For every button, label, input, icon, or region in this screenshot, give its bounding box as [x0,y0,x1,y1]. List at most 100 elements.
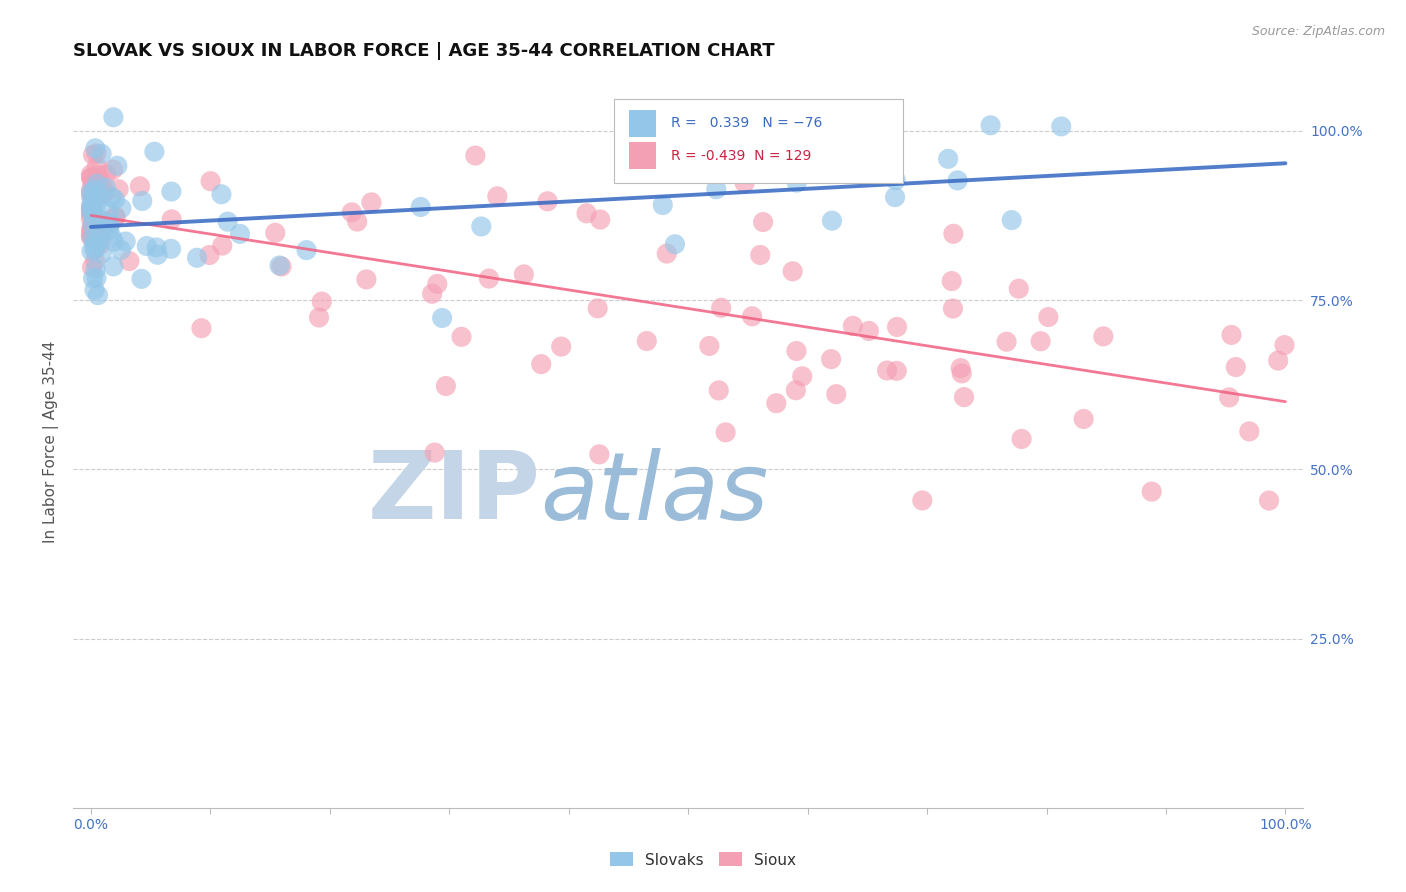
Point [86,271,108,285]
Point [792,369,814,384]
Point [135,239,157,253]
Point [89,227,111,242]
Point [636,334,658,348]
Point [160,242,183,256]
Point [953,390,976,404]
Point [655,246,678,260]
Point [83,242,105,256]
Point [536,194,558,209]
Point [83,189,105,203]
Point [346,214,368,228]
Legend: Slovaks, Sioux: Slovaks, Sioux [603,847,803,873]
Point [765,396,787,410]
Point [87,216,110,230]
Point [186,251,208,265]
Point [311,294,333,309]
Point [146,248,169,262]
Point [83,212,105,227]
Point [89,237,111,252]
Point [86,160,108,174]
Point [780,167,803,181]
Point [785,383,807,397]
Point [229,227,252,241]
Point [82,230,104,244]
Point [1220,327,1243,342]
Point [734,176,756,190]
Point [588,447,610,461]
Point [886,320,908,334]
Point [478,271,501,285]
Point [100,190,122,204]
Point [103,260,125,274]
Point [94,180,117,194]
Point [80,201,103,215]
Point [87,168,110,182]
Point [84,242,107,256]
Point [217,215,239,229]
Text: R =   0.339   N = −76: R = 0.339 N = −76 [671,116,823,130]
Point [84,228,107,243]
Point [884,190,907,204]
Point [616,152,638,166]
Y-axis label: In Labor Force | Age 35-44: In Labor Force | Age 35-44 [44,341,59,543]
Point [1073,412,1095,426]
Point [1140,484,1163,499]
Point [87,223,110,237]
Point [80,260,103,275]
Point [1267,353,1289,368]
Point [83,178,105,192]
Point [941,274,963,288]
Point [107,182,129,196]
Point [80,202,103,217]
FancyBboxPatch shape [614,98,904,183]
Point [80,198,103,212]
Point [423,445,446,459]
Point [114,235,136,249]
Point [87,234,110,248]
Point [80,170,103,185]
Point [103,235,125,249]
Point [1011,432,1033,446]
Point [786,176,808,190]
Point [105,159,128,173]
Point [87,172,110,186]
Point [80,206,103,220]
Point [90,228,112,243]
Point [942,301,965,316]
Point [91,213,114,227]
Point [911,493,934,508]
Point [1001,213,1024,227]
Text: R = -0.439  N = 129: R = -0.439 N = 129 [671,149,811,162]
Point [104,193,127,207]
Point [825,387,848,401]
Point [84,227,107,242]
Point [110,243,132,257]
Point [82,219,104,233]
Point [858,324,880,338]
Point [1218,391,1240,405]
Point [80,208,103,222]
Point [589,212,612,227]
Point [104,211,127,225]
Point [80,185,103,199]
Point [950,367,973,381]
Point [82,201,104,215]
Point [936,152,959,166]
Point [97,215,120,229]
Point [118,254,141,268]
Point [1029,334,1052,349]
Point [1038,310,1060,324]
Text: Source: ZipAtlas.com: Source: ZipAtlas.com [1251,25,1385,38]
Point [651,198,673,212]
Point [714,425,737,440]
Point [430,310,453,325]
Point [211,238,233,252]
Point [128,179,150,194]
Point [1258,493,1281,508]
Point [82,271,104,285]
Point [80,183,103,197]
Point [86,196,108,211]
Point [90,178,112,193]
Point [942,227,965,241]
Point [1092,329,1115,343]
